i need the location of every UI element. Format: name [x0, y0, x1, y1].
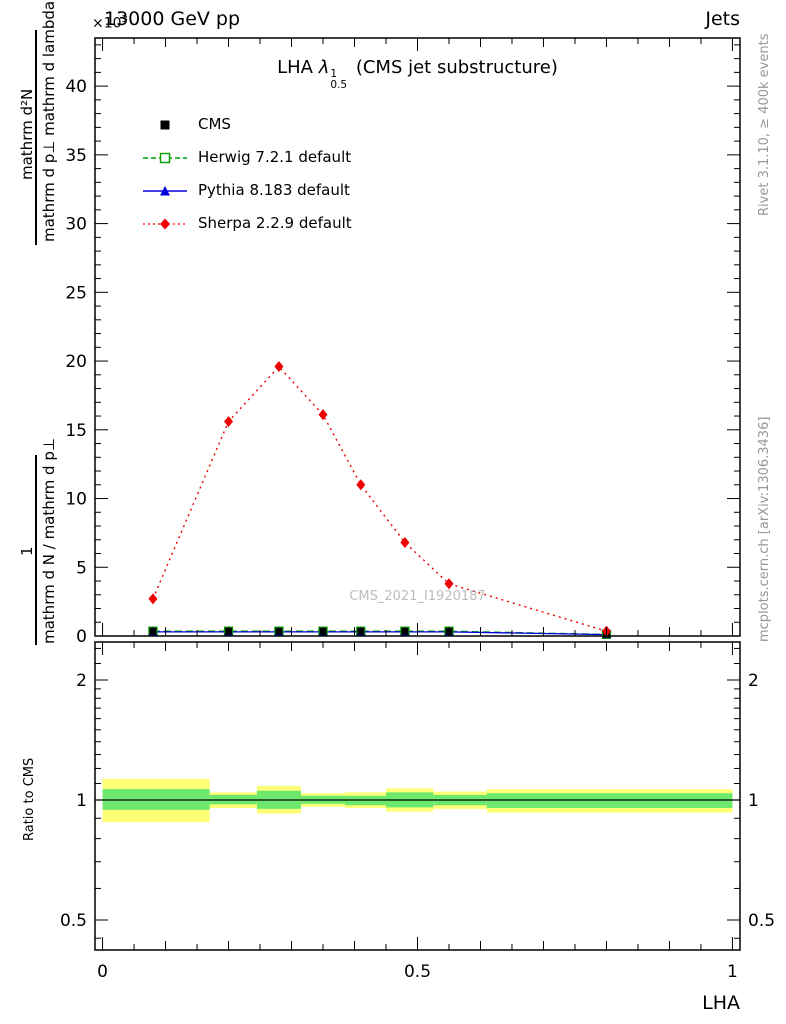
ylabel-prefactor-bar: [35, 455, 37, 645]
ylabel-fraction-bar: [35, 30, 37, 245]
y-scale-factor: ×103: [92, 14, 128, 32]
herwig-curve: [152, 630, 607, 636]
legend-item-sherpa: Sherpa 2.2.9 default: [142, 206, 352, 239]
cms-marker: [357, 627, 365, 635]
lambda-superscript: 1: [330, 68, 338, 80]
cms-marker: [149, 627, 157, 635]
herwig-swatch-icon: [143, 152, 187, 163]
rivet-version-note: Rivet 3.1.10, ≥ 400k events: [757, 33, 772, 216]
sherpa-marker: [148, 593, 158, 605]
watermark: CMS_2021_I1920187: [349, 589, 486, 604]
main-ytick-label: 10: [65, 490, 87, 510]
title-prefix: LHA: [277, 57, 313, 78]
mcplots-note: mcplots.cern.ch [arXiv:1306.3436]: [757, 416, 772, 642]
ratio-ytick-label-left: 2: [76, 671, 87, 691]
legend: CMS Herwig 7.2.1 default Pythia 8.183 de…: [142, 107, 352, 239]
x-axis-label: LHA: [702, 992, 740, 1014]
lambda-symbol: λ: [318, 57, 330, 78]
pythia-triangle-icon: [160, 185, 170, 195]
pythia-marker-swatch: [142, 183, 188, 197]
sherpa-marker: [444, 578, 454, 590]
scale-exponent: 3: [121, 14, 128, 25]
cms-marker: [401, 627, 409, 635]
main-ytick-label: 0: [76, 627, 87, 647]
sherpa-curve: [152, 365, 607, 632]
plot-title: LHA λ 1 0.5 (CMS jet substructure): [95, 57, 740, 91]
legend-item-herwig: Herwig 7.2.1 default: [142, 140, 352, 173]
ratio-ytick-label-left: 1: [76, 791, 87, 811]
main-ytick-label: 15: [65, 421, 87, 441]
ylabel-denominator: mathrm d p⊥ mathrm d lambda: [40, 0, 58, 242]
pythia-swatch-icon: [143, 185, 187, 195]
cms-marker-swatch: [142, 117, 188, 131]
main-ytick-label: 20: [65, 352, 87, 372]
ratio-ytick-label-right: 2: [748, 671, 759, 691]
sherpa-marker: [356, 479, 366, 491]
lambda-indices: 1 0.5: [330, 68, 348, 92]
scale-base: ×10: [92, 15, 122, 32]
legend-label-pythia: Pythia 8.183 default: [198, 180, 350, 199]
legend-item-cms: CMS: [142, 107, 352, 140]
sherpa-marker: [224, 416, 234, 428]
main-ytick-label: 25: [65, 283, 87, 303]
main-ytick-label: 40: [65, 77, 87, 97]
xtick-label: 1: [727, 962, 738, 982]
sherpa-marker: [274, 361, 284, 373]
cms-marker: [275, 627, 283, 635]
ratio-axis-label: Ratio to CMS: [22, 757, 37, 841]
xtick-label: 0.5: [404, 962, 431, 982]
ylabel-prefactor-numerator: 1: [18, 546, 36, 556]
title-suffix: (CMS jet substructure): [355, 57, 558, 78]
lambda-subscript: 0.5: [330, 79, 348, 92]
legend-label-cms: CMS: [198, 114, 231, 133]
sherpa-swatch-icon: [143, 218, 187, 229]
beam-energy-label: 13000 GeV pp: [104, 8, 241, 30]
herwig-open-square-icon: [159, 152, 171, 163]
cms-swatch-icon: [160, 120, 170, 129]
ratio-ytick-label-right: 0.5: [748, 911, 775, 931]
main-ytick-label: 30: [65, 215, 87, 235]
ratio-ytick-label-right: 1: [748, 791, 759, 811]
legend-label-sherpa: Sherpa 2.2.9 default: [198, 213, 352, 232]
legend-label-herwig: Herwig 7.2.1 default: [198, 147, 352, 166]
ratio-ytick-label-left: 0.5: [60, 911, 87, 931]
sherpa-marker-swatch: [142, 216, 188, 230]
pythia-curve: [152, 631, 607, 636]
cms-square-icon: [160, 120, 170, 129]
main-ytick-label: 35: [65, 146, 87, 166]
ylabel-numerator: mathrm d²N: [18, 88, 36, 180]
sherpa-marker: [318, 409, 328, 421]
sherpa-diamond-icon: [160, 218, 170, 229]
sherpa-marker: [400, 537, 410, 549]
legend-item-pythia: Pythia 8.183 default: [142, 173, 352, 206]
jets-label: Jets: [705, 8, 740, 30]
ylabel-prefactor-denominator: mathrm d N / mathrm d p⊥: [40, 438, 58, 644]
herwig-marker-swatch: [142, 150, 188, 164]
xtick-label: 0: [97, 962, 108, 982]
main-ytick-label: 5: [76, 558, 87, 578]
